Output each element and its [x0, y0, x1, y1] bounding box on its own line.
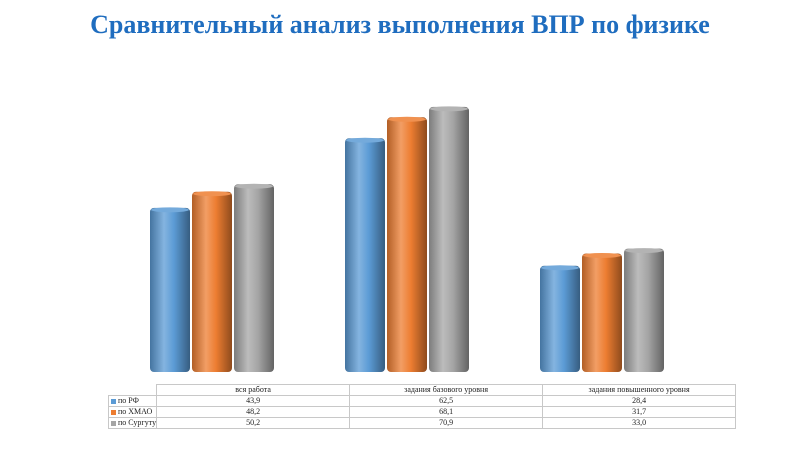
series-name: по РФ [118, 396, 139, 405]
legend-key-orange [111, 409, 116, 415]
data-label: 68,1 [349, 406, 544, 418]
data-label: 70,9 [349, 417, 544, 429]
bar-top-cap [235, 183, 273, 189]
bar-surgut [429, 106, 469, 373]
bars-group [150, 106, 664, 373]
bar-top-cap [193, 191, 231, 197]
data-label: 62,5 [349, 395, 544, 407]
series-name: по Сургуту [118, 418, 157, 427]
bar-surgut [624, 248, 664, 372]
legend-key-blue [111, 398, 116, 404]
data-label: 48,2 [156, 406, 351, 418]
data-table-header-row: вся работа задания базового уровня задан… [108, 384, 737, 396]
bar-top-cap [430, 106, 468, 112]
legend-entry: по Сургуту [107, 417, 158, 429]
data-table-row: по РФ 43,9 62,5 28,4 [107, 395, 737, 407]
legend-entry: по РФ [107, 395, 158, 407]
bar-top-cap [541, 265, 579, 271]
series-name: по ХМАО [118, 407, 153, 416]
data-table-row: по ХМАО 48,2 68,1 31,7 [107, 406, 737, 418]
bar-top-cap [388, 116, 426, 122]
data-table: вся работа задания базового уровня задан… [107, 384, 737, 429]
category-label: задания повышенного уровня [542, 384, 737, 396]
data-label: 33,0 [542, 417, 737, 429]
legend-entry: по ХМАО [107, 406, 158, 418]
bar-surgut [234, 184, 274, 372]
bar-rf [540, 265, 580, 372]
data-table-corner [108, 384, 158, 396]
bar-hmao [192, 191, 232, 372]
data-label: 31,7 [542, 406, 737, 418]
bar-top-cap [151, 207, 189, 213]
chart-title: Сравнительный анализ выполнения ВПР по ф… [90, 10, 710, 39]
category-label: вся работа [156, 384, 351, 396]
bar-top-cap [583, 252, 621, 258]
data-table-row: по Сургуту 50,2 70,9 33,0 [107, 417, 737, 429]
bar-hmao [582, 253, 622, 372]
category-label: задания базового уровня [349, 384, 544, 396]
bar-rf [345, 138, 385, 372]
data-label: 28,4 [542, 395, 737, 407]
data-label: 50,2 [156, 417, 351, 429]
bar-top-cap [625, 248, 663, 254]
data-label: 43,9 [156, 395, 351, 407]
legend-key-gray [111, 420, 116, 426]
bar-rf [150, 207, 190, 372]
bar-hmao [387, 117, 427, 372]
bar-top-cap [346, 137, 384, 143]
